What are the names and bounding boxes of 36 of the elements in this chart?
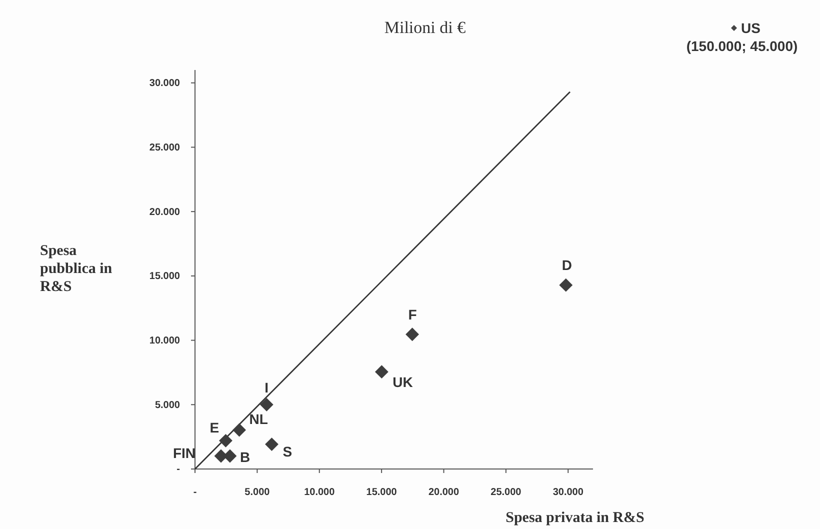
text: US <box>741 20 760 36</box>
point <box>265 438 278 451</box>
x-tick-label: 5.000 <box>244 487 270 498</box>
series-label: NL <box>249 411 268 427</box>
x-tick-label: 20.000 <box>428 487 460 498</box>
x-tick-label: 30.000 <box>552 487 584 498</box>
series-label: FIN <box>172 445 196 461</box>
series-label: E <box>210 420 220 436</box>
point <box>219 434 232 448</box>
chart-title: Milioni di € <box>384 18 466 37</box>
y-tick-label: 15.000 <box>149 271 180 282</box>
series-label: S <box>282 443 292 460</box>
point <box>223 449 237 463</box>
x-tick-label: - <box>193 487 197 498</box>
y-tick-label: - <box>176 464 180 476</box>
point <box>406 328 419 342</box>
series-label: F <box>408 306 418 322</box>
point <box>232 423 246 437</box>
y-tick-label: 20.000 <box>149 206 180 218</box>
y-tick-label: 25.000 <box>149 142 180 154</box>
x-tick-label: 10.000 <box>304 487 336 498</box>
series-label: B <box>240 449 250 465</box>
y-tick-label: 30.000 <box>149 78 180 90</box>
text: (150.000; 45.000) <box>686 38 798 54</box>
point <box>559 278 573 292</box>
x-tick-label: 25.000 <box>490 487 522 498</box>
series-label: I <box>264 380 269 396</box>
x-axis-title: Spesa privata in R&S <box>506 510 644 526</box>
series-label: D <box>562 257 572 274</box>
point <box>374 365 388 379</box>
point <box>260 398 274 412</box>
y-axis-title: Spesa pubblica in R&S <box>40 243 113 295</box>
series-label: UK <box>392 374 413 390</box>
x-tick-label: 15.000 <box>366 487 398 498</box>
y-tick-label: 10.000 <box>149 335 180 346</box>
y-tick-label: 5.000 <box>154 400 180 411</box>
